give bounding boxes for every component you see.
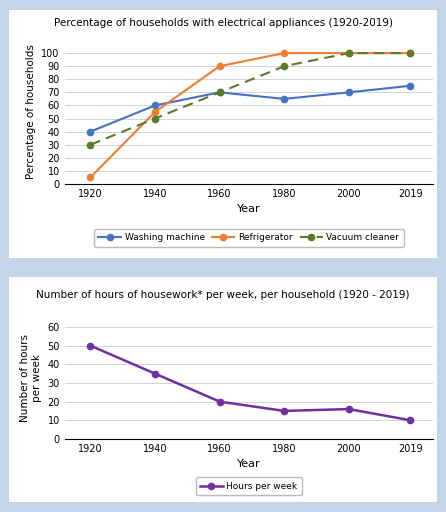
Refrigerator bbox=[408, 50, 413, 56]
Refrigerator bbox=[153, 109, 158, 115]
Line: Refrigerator: Refrigerator bbox=[87, 50, 413, 181]
Refrigerator bbox=[346, 50, 351, 56]
Text: Percentage of households with electrical appliances (1920-2019): Percentage of households with electrical… bbox=[54, 17, 392, 28]
Text: Number of hours of housework* per week, per household (1920 - 2019): Number of hours of housework* per week, … bbox=[36, 290, 410, 300]
Line: Vacuum cleaner: Vacuum cleaner bbox=[87, 50, 413, 148]
Y-axis label: Percentage of households: Percentage of households bbox=[26, 45, 36, 179]
Hours per week bbox=[88, 343, 93, 349]
Vacuum cleaner bbox=[88, 142, 93, 148]
Refrigerator bbox=[217, 63, 222, 69]
Washing machine bbox=[153, 102, 158, 109]
Vacuum cleaner bbox=[408, 50, 413, 56]
Hours per week bbox=[346, 406, 351, 412]
Vacuum cleaner bbox=[346, 50, 351, 56]
Line: Hours per week: Hours per week bbox=[87, 343, 413, 423]
Vacuum cleaner bbox=[281, 63, 287, 69]
Washing machine bbox=[346, 89, 351, 95]
Washing machine bbox=[408, 83, 413, 89]
Legend: Hours per week: Hours per week bbox=[195, 477, 302, 496]
Washing machine bbox=[281, 96, 287, 102]
X-axis label: Year: Year bbox=[237, 459, 260, 470]
Hours per week bbox=[153, 371, 158, 377]
Vacuum cleaner bbox=[153, 115, 158, 121]
Refrigerator bbox=[88, 174, 93, 180]
Legend: Washing machine, Refrigerator, Vacuum cleaner: Washing machine, Refrigerator, Vacuum cl… bbox=[94, 229, 404, 247]
X-axis label: Year: Year bbox=[237, 204, 260, 215]
Hours per week bbox=[281, 408, 287, 414]
Hours per week bbox=[217, 398, 222, 404]
Y-axis label: Number of hours
per week: Number of hours per week bbox=[20, 334, 42, 422]
Vacuum cleaner bbox=[217, 89, 222, 95]
Hours per week bbox=[408, 417, 413, 423]
Refrigerator bbox=[281, 50, 287, 56]
Line: Washing machine: Washing machine bbox=[87, 82, 413, 135]
Washing machine bbox=[217, 89, 222, 95]
Washing machine bbox=[88, 129, 93, 135]
